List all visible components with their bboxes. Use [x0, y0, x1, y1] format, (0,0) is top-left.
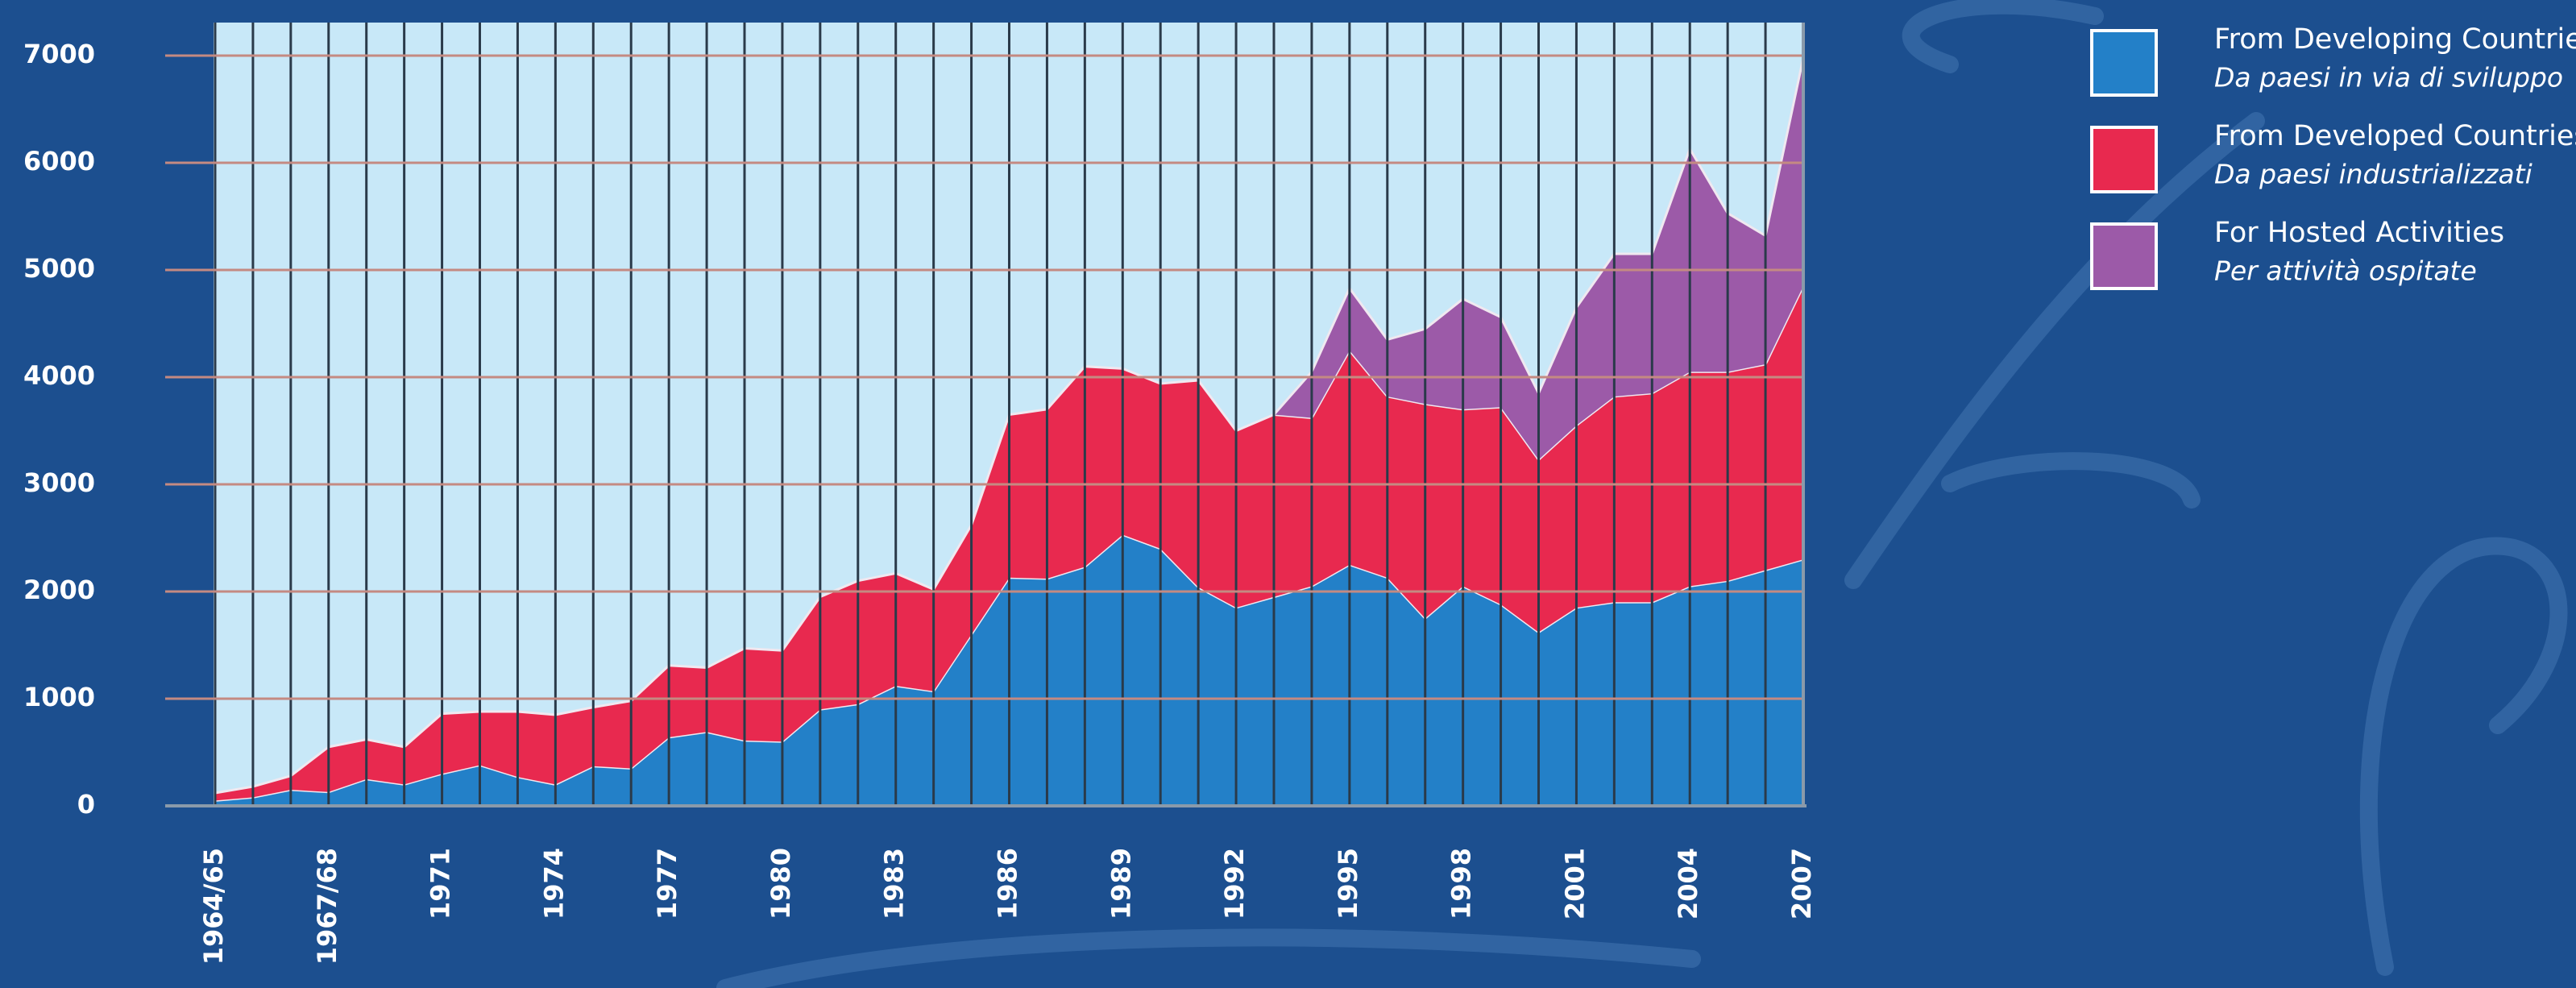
x-tick-label: 1992: [1219, 848, 1250, 920]
x-tick-label: 1971: [425, 848, 456, 920]
legend: From Developing Countries Da paesi in via…: [2092, 23, 2576, 289]
y-tick-label: 6000: [23, 146, 95, 176]
y-tick-label: 0: [77, 789, 95, 820]
x-tick-label: 1995: [1333, 848, 1363, 920]
page: {"chart_data": {"type": "stacked-area", …: [0, 0, 2576, 988]
legend-sublabel: Da paesi industrializzati: [2214, 159, 2532, 190]
x-tick-label: 1983: [879, 848, 910, 920]
x-tick-label: 1967/68: [312, 848, 342, 965]
legend-sublabel: Da paesi in via di sviluppo: [2214, 62, 2563, 93]
y-tick-label: 1000: [23, 682, 95, 712]
x-tick-label: 1974: [538, 848, 569, 920]
chart: From Developing Countries Da paesi in via…: [0, 0, 2576, 988]
legend-label: For Hosted Activities: [2214, 217, 2504, 249]
x-tick-label: 1989: [1105, 848, 1136, 920]
y-tick-label: 4000: [23, 360, 95, 391]
legend-sublabel: Per attività ospitate: [2214, 255, 2477, 287]
x-tick-label: 1964/65: [198, 848, 229, 965]
x-tick-label: 1998: [1446, 848, 1477, 920]
legend-swatch: [2092, 224, 2156, 289]
x-tick-label: 1980: [765, 848, 796, 920]
legend-label: From Developed Countries: [2214, 120, 2576, 152]
x-tick-label: 1977: [652, 848, 682, 920]
x-tick-label: 1986: [993, 848, 1023, 920]
y-tick-label: 2000: [23, 575, 95, 605]
y-tick-label: 3000: [23, 467, 95, 498]
x-tick-label: 2004: [1673, 848, 1703, 920]
legend-swatch: [2092, 31, 2156, 95]
legend-swatch: [2092, 127, 2156, 192]
y-tick-label: 7000: [23, 39, 95, 69]
x-tick-label: 2007: [1786, 848, 1817, 920]
x-tick-label: 2001: [1559, 848, 1590, 920]
legend-label: From Developing Countries: [2214, 23, 2576, 56]
y-tick-label: 5000: [23, 253, 95, 284]
